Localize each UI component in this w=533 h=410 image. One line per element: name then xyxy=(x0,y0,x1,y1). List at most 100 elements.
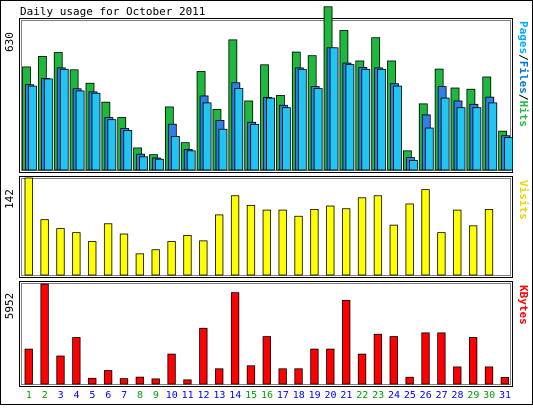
x-tick-label-12: 12 xyxy=(197,390,209,401)
x-tick-label-6: 6 xyxy=(105,390,111,401)
x-tick-label-2: 2 xyxy=(42,390,48,401)
side-label-kbytes: KBytes xyxy=(517,285,530,325)
bar-hits-pages-day-21 xyxy=(345,64,355,171)
bar-hits-pages-day-30 xyxy=(488,102,498,171)
bar-visits-day-5 xyxy=(88,241,97,276)
panel-frame-kbytes xyxy=(19,281,513,387)
x-tick-label-16: 16 xyxy=(261,390,273,401)
side-label-part-hits-3: / xyxy=(517,94,530,101)
x-tick-label-10: 10 xyxy=(166,390,178,401)
panel-frame-visits xyxy=(19,176,513,278)
x-tick-label-27: 27 xyxy=(436,390,448,401)
bar-visits-day-8 xyxy=(135,253,144,276)
panel-frames xyxy=(19,18,513,387)
x-tick-label-19: 19 xyxy=(309,390,321,401)
ymax-label-kbytes: 5952 xyxy=(3,293,16,320)
bar-hits-pages-day-27 xyxy=(440,97,450,171)
bar-hits-pages-day-14 xyxy=(234,88,244,171)
bar-hits-pages-day-13 xyxy=(218,128,228,171)
bar-kbytes-day-29 xyxy=(468,337,478,385)
bar-hits-pages-day-17 xyxy=(282,107,291,171)
x-tick-label-3: 3 xyxy=(58,390,64,401)
x-tick-label-7: 7 xyxy=(121,390,127,401)
x-tick-label-22: 22 xyxy=(356,390,368,401)
bar-kbytes-day-21 xyxy=(342,299,351,385)
panel-inner-border-hits xyxy=(21,20,511,171)
bar-visits-day-23 xyxy=(373,195,383,276)
bar-kbytes-day-12 xyxy=(199,327,208,385)
side-label-part-hits-0: Pages xyxy=(517,21,530,54)
bar-hits-pages-day-1 xyxy=(28,85,37,171)
bar-hits-pages-day-6 xyxy=(107,119,117,171)
bar-kbytes-day-5 xyxy=(88,377,97,385)
bar-kbytes-day-20 xyxy=(326,348,335,385)
bar-visits-day-20 xyxy=(326,205,335,276)
bar-hits-pages-day-9 xyxy=(155,158,164,171)
side-label-part-visits-0: Visits xyxy=(517,180,530,220)
bar-visits-day-12 xyxy=(199,240,208,276)
bar-visits-day-2 xyxy=(40,219,49,276)
bar-visits-day-28 xyxy=(453,209,462,276)
bar-visits-day-6 xyxy=(103,223,113,276)
bar-kbytes-day-7 xyxy=(119,378,129,385)
bar-kbytes-day-25 xyxy=(405,376,414,385)
x-tick-label-23: 23 xyxy=(372,390,384,401)
x-tick-label-5: 5 xyxy=(89,390,95,401)
bar-visits-day-30 xyxy=(484,209,494,276)
bar-kbytes-day-28 xyxy=(453,366,462,385)
bar-hits-pages-day-8 xyxy=(139,156,148,171)
x-tick-label-8: 8 xyxy=(137,390,143,401)
bar-kbytes-day-24 xyxy=(389,336,398,385)
bar-visits-day-22 xyxy=(357,197,367,276)
ymax-label-hits: 630 xyxy=(3,32,16,52)
side-label-part-hits-4: Hits xyxy=(517,101,530,128)
bar-visits-day-17 xyxy=(278,209,287,276)
bar-kbytes-day-11 xyxy=(183,379,192,385)
bar-hits-pages-day-20 xyxy=(329,47,339,171)
bar-visits-day-14 xyxy=(230,195,240,276)
bar-visits-day-25 xyxy=(405,203,414,276)
bar-hits-pages-day-11 xyxy=(186,150,196,171)
side-label-visits: Visits xyxy=(517,180,530,220)
side-label-part-hits-1: / xyxy=(517,54,530,61)
bar-hits-pages-day-16 xyxy=(266,97,275,171)
x-tick-label-26: 26 xyxy=(420,390,432,401)
side-label-part-kbytes-0: KBytes xyxy=(517,285,530,325)
bar-kbytes-day-31 xyxy=(500,377,510,385)
x-tick-label-14: 14 xyxy=(229,390,241,401)
panel-inner-border-kbytes xyxy=(21,283,511,385)
x-tick-label-24: 24 xyxy=(388,390,400,401)
bar-visits-day-9 xyxy=(151,249,160,276)
bar-visits-day-11 xyxy=(183,234,192,276)
x-tick-label-28: 28 xyxy=(451,390,463,401)
x-tick-label-17: 17 xyxy=(277,390,289,401)
bar-visits-day-1 xyxy=(24,177,33,276)
bar-visits-day-16 xyxy=(262,209,271,276)
bar-visits-day-19 xyxy=(310,209,319,276)
bar-hits-pages-day-19 xyxy=(313,88,323,171)
bar-kbytes-day-15 xyxy=(246,365,256,385)
bar-visits-day-29 xyxy=(468,225,478,276)
bar-kbytes-day-30 xyxy=(484,366,494,385)
bar-kbytes-day-27 xyxy=(437,332,446,385)
bar-hits-pages-day-10 xyxy=(170,136,180,171)
bar-hits-pages-day-25 xyxy=(409,160,418,171)
bar-kbytes-day-19 xyxy=(310,348,319,385)
bar-kbytes-day-23 xyxy=(373,333,383,385)
bar-hits-pages-day-26 xyxy=(424,127,434,171)
bar-kbytes-day-14 xyxy=(230,292,240,385)
bar-kbytes-day-9 xyxy=(151,378,160,385)
panel-inner-border-visits xyxy=(21,178,511,276)
bar-kbytes-day-3 xyxy=(56,355,65,385)
bar-hits-pages-day-31 xyxy=(504,137,514,171)
x-tick-label-30: 30 xyxy=(483,390,495,401)
bar-kbytes-day-4 xyxy=(72,337,81,385)
x-tick-label-13: 13 xyxy=(213,390,225,401)
bar-visits-day-10 xyxy=(167,241,176,276)
chart-title: Daily usage for October 2011 xyxy=(20,5,205,18)
bar-visits-day-21 xyxy=(342,208,351,276)
x-tick-label-25: 25 xyxy=(404,390,416,401)
bar-kbytes-day-17 xyxy=(278,368,287,385)
